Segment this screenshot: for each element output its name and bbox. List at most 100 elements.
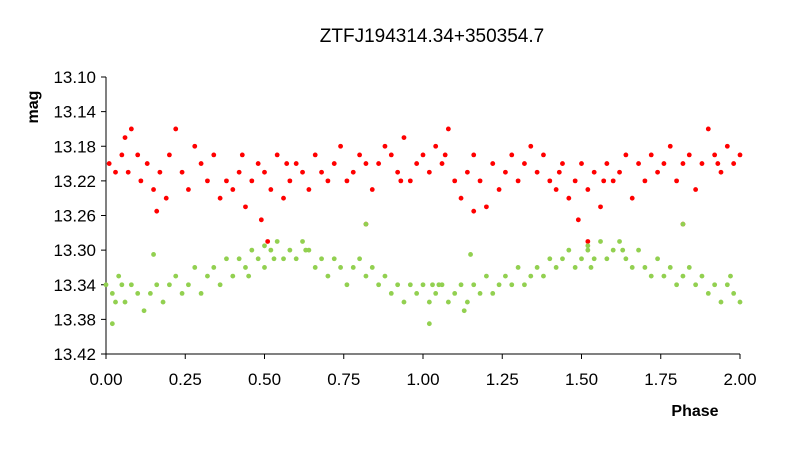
data-point [325,273,331,279]
data-point [344,282,350,288]
chart-title: ZTFJ194314.34+350354.7 [320,26,544,47]
data-point [293,256,299,262]
data-point [445,299,451,305]
data-point [262,169,267,175]
y-tick-label: 13.42 [53,345,96,364]
data-point [401,299,407,305]
data-point [490,161,496,166]
data-point [205,178,210,184]
data-point [547,178,553,184]
data-point [249,247,255,253]
data-point [300,239,305,244]
data-point [135,152,141,158]
data-point [680,221,686,227]
data-point [281,195,286,201]
data-point [464,169,470,175]
data-point [357,256,362,262]
data-point [407,178,413,184]
data-point [151,187,156,192]
data-point [629,265,635,270]
x-tick-label: 1.00 [406,370,439,389]
data-point [388,152,394,158]
data-point [534,169,540,175]
data-point [686,152,692,158]
data-point [258,217,264,223]
x-ticks: 0.00 0.25 0.50 0.75 1.00 1.25 1.50 1.75 2.00 [89,354,757,389]
data-point [122,135,128,140]
data-point [224,178,229,184]
data-point [534,265,540,270]
data-point [433,143,439,149]
data-point [566,247,572,253]
data-point [363,221,369,227]
data-point [198,161,204,166]
data-point [484,273,489,279]
data-point [338,265,343,270]
data-point [113,299,118,305]
data-point [585,247,591,253]
y-tick-label: 13.38 [53,310,96,329]
data-point [420,152,426,158]
data-point [135,291,141,296]
data-point [503,273,508,279]
data-point [382,273,388,279]
data-point [715,161,721,166]
data-point [648,152,654,158]
data-point [249,178,255,184]
data-point [274,152,280,158]
data-point [154,208,160,214]
data-point [579,256,584,262]
data-point [439,161,445,166]
data-point [109,321,115,327]
data-point [106,161,112,166]
data-point [728,273,733,279]
data-point [236,256,242,262]
x-tick-label: 0.00 [89,370,122,389]
data-point [655,256,660,262]
data-point [620,247,626,253]
data-point [541,152,546,158]
data-point [363,161,369,166]
data-point [217,282,223,288]
data-point [300,169,305,175]
data-point [737,299,743,305]
data-point [718,169,724,175]
data-point [680,161,686,166]
data-point [331,256,337,262]
data-point [693,282,699,288]
data-point [642,265,648,270]
data-point [395,169,401,175]
data-point [575,217,581,223]
series-1 [106,126,743,244]
y-tick-label: 13.26 [53,207,96,226]
data-point [293,161,299,166]
data-point [243,204,248,210]
data-point [325,178,331,184]
data-point [173,273,179,279]
y-tick-label: 13.34 [53,276,96,295]
data-point [661,161,667,166]
data-point [433,291,439,296]
data-point [186,187,191,192]
data-point [509,282,515,288]
data-point [468,252,473,257]
data-point [617,169,622,175]
series-2 [103,221,743,327]
data-point [598,239,603,244]
data-point [693,187,699,192]
data-point [426,299,432,305]
data-point [452,178,458,184]
data-point [705,126,711,132]
data-point [471,282,477,288]
data-points [103,126,743,327]
data-point [458,282,464,288]
data-point [265,239,271,244]
data-point [236,169,242,175]
data-point [224,256,229,262]
data-point [724,143,730,149]
data-point [128,282,134,288]
data-point [186,282,191,288]
data-point [246,273,252,279]
data-point [648,273,654,279]
